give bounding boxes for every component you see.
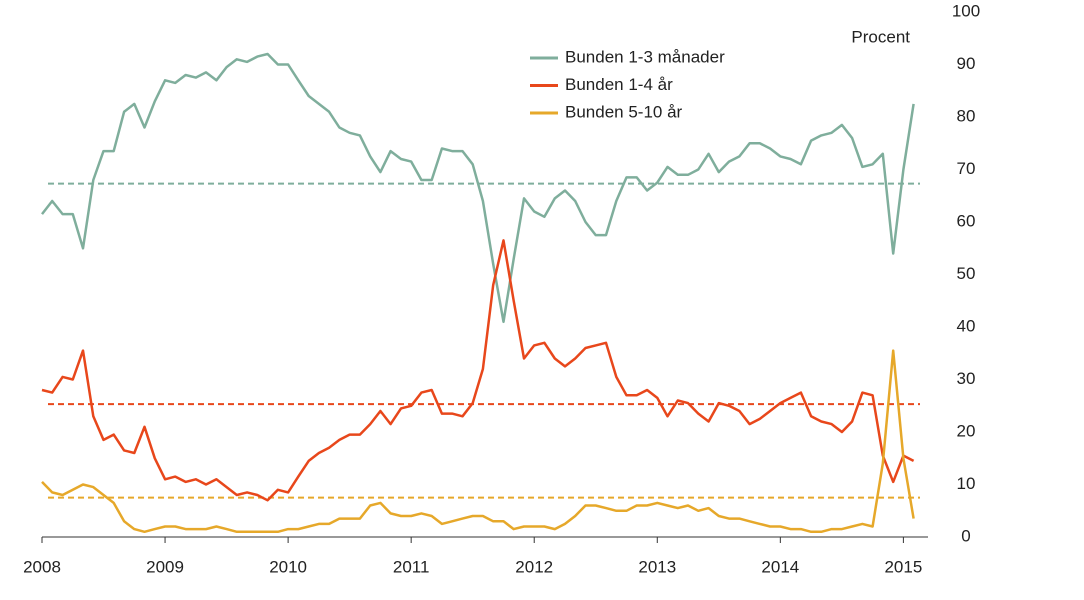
line-series: [41, 349, 915, 534]
x-tick-label: 2014: [761, 557, 799, 576]
y-tick-label: 80: [957, 106, 976, 125]
line-series: [41, 52, 915, 324]
x-tick-label: 2010: [269, 557, 307, 576]
y-tick-label: 70: [957, 159, 976, 178]
y-tick-label: 50: [957, 264, 976, 283]
x-tick-label: 2011: [393, 557, 430, 576]
y-tick-label: 100: [952, 1, 980, 20]
y-tick-label: 10: [957, 474, 976, 493]
y-tick-label: 0: [961, 526, 970, 545]
legend-label: Bunden 5-10 år: [565, 102, 683, 121]
x-tick-label: 2008: [23, 557, 61, 576]
y-tick-label: 30: [957, 369, 976, 388]
legend-label: Bunden 1-4 år: [565, 75, 673, 94]
x-tick-label: 2015: [884, 557, 922, 576]
x-tick-label: 2013: [638, 557, 676, 576]
legend-label: Bunden 1-3 månader: [565, 47, 725, 66]
y-tick-label: 60: [957, 211, 976, 230]
y-tick-label: 90: [957, 54, 976, 73]
x-tick-label: 2012: [515, 557, 553, 576]
y-axis-label: Procent: [851, 27, 910, 46]
x-tick-label: 2009: [146, 557, 184, 576]
line-series: [41, 239, 915, 502]
y-tick-label: 40: [957, 316, 976, 335]
y-tick-label: 20: [957, 421, 976, 440]
